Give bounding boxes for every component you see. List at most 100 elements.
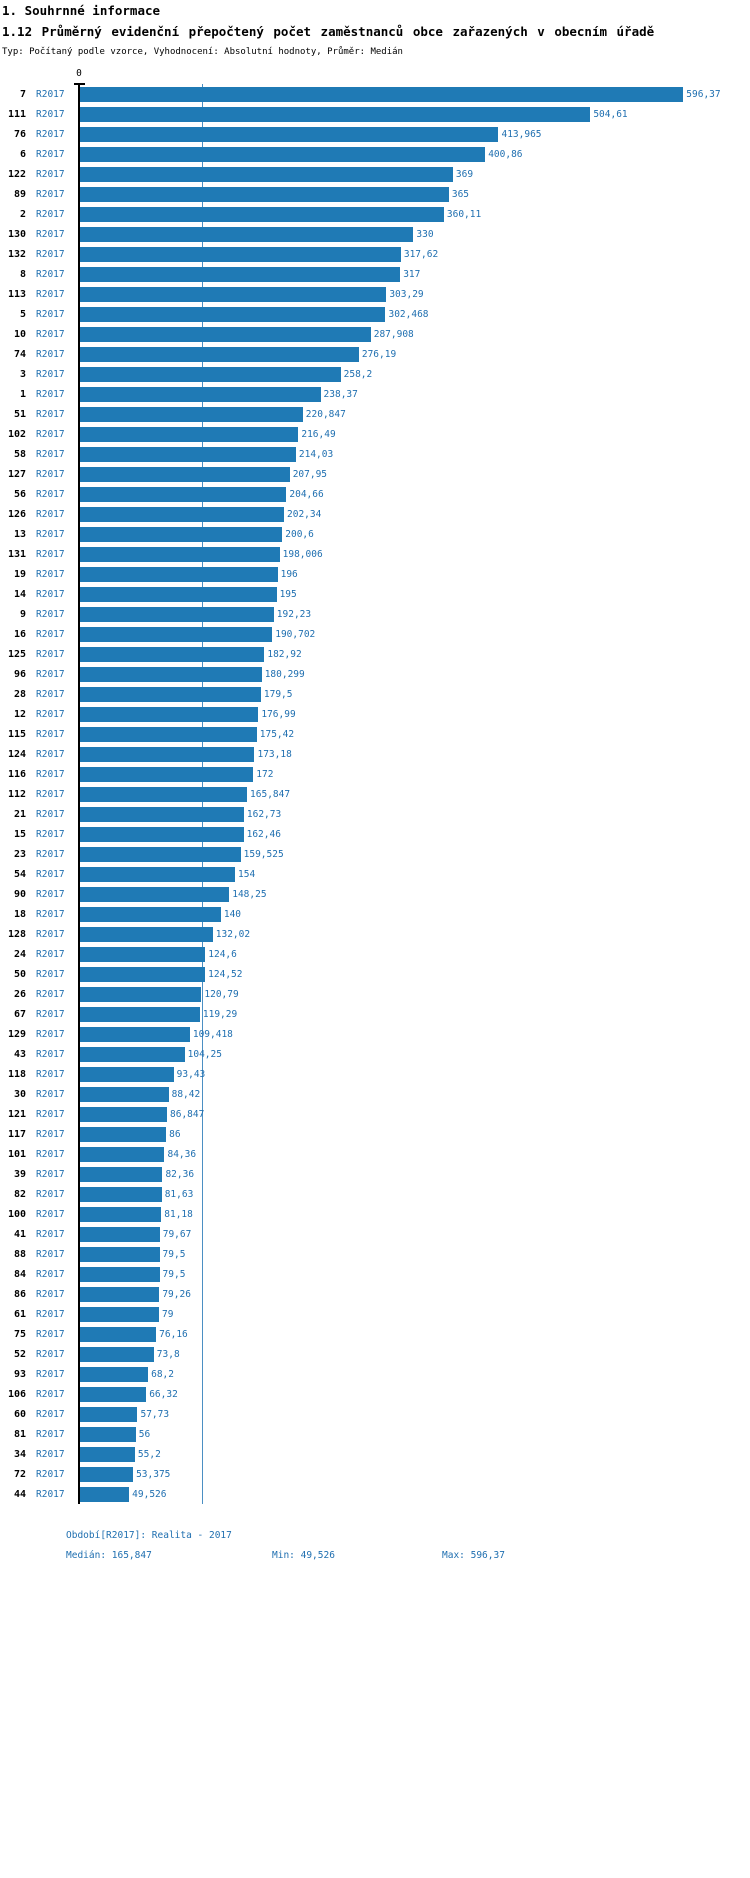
bar[interactable] xyxy=(79,1047,185,1062)
bar[interactable] xyxy=(79,227,414,242)
chart-row[interactable]: 7 R2017 596,37 xyxy=(0,84,750,104)
chart-row[interactable]: 131 R2017 198,006 xyxy=(0,544,750,564)
bar[interactable] xyxy=(79,307,386,322)
chart-row[interactable]: 121 R2017 86,847 xyxy=(0,1104,750,1124)
bar[interactable] xyxy=(79,1267,160,1282)
bar[interactable] xyxy=(79,367,341,382)
bar[interactable] xyxy=(79,647,265,662)
bar[interactable] xyxy=(79,527,283,542)
chart-row[interactable]: 96 R2017 180,299 xyxy=(0,664,750,684)
bar[interactable] xyxy=(79,127,499,142)
bar[interactable] xyxy=(79,1147,165,1162)
chart-row[interactable]: 8 R2017 317 xyxy=(0,264,750,284)
bar[interactable] xyxy=(79,1067,174,1082)
chart-row[interactable]: 132 R2017 317,62 xyxy=(0,244,750,264)
chart-row[interactable]: 51 R2017 220,847 xyxy=(0,404,750,424)
chart-row[interactable]: 115 R2017 175,42 xyxy=(0,724,750,744)
bar[interactable] xyxy=(79,247,401,262)
bar[interactable] xyxy=(79,107,591,122)
bar[interactable] xyxy=(79,1407,138,1422)
chart-row[interactable]: 43 R2017 104,25 xyxy=(0,1044,750,1064)
chart-row[interactable]: 12 R2017 176,99 xyxy=(0,704,750,724)
bar[interactable] xyxy=(79,867,236,882)
chart-row[interactable]: 58 R2017 214,03 xyxy=(0,444,750,464)
bar[interactable] xyxy=(79,1207,162,1222)
bar[interactable] xyxy=(79,1127,167,1142)
chart-row[interactable]: 112 R2017 165,847 xyxy=(0,784,750,804)
bar[interactable] xyxy=(79,1187,162,1202)
bar[interactable] xyxy=(79,807,244,822)
chart-row[interactable]: 81 R2017 56 xyxy=(0,1424,750,1444)
chart-row[interactable]: 102 R2017 216,49 xyxy=(0,424,750,444)
bar[interactable] xyxy=(79,1007,200,1022)
chart-row[interactable]: 3 R2017 258,2 xyxy=(0,364,750,384)
chart-row[interactable]: 82 R2017 81,63 xyxy=(0,1184,750,1204)
chart-row[interactable]: 86 R2017 79,26 xyxy=(0,1284,750,1304)
bar[interactable] xyxy=(79,287,387,302)
chart-row[interactable]: 5 R2017 302,468 xyxy=(0,304,750,324)
bar[interactable] xyxy=(79,1167,163,1182)
chart-row[interactable]: 74 R2017 276,19 xyxy=(0,344,750,364)
bar[interactable] xyxy=(79,827,244,842)
bar[interactable] xyxy=(79,1027,190,1042)
chart-row[interactable]: 34 R2017 55,2 xyxy=(0,1444,750,1464)
chart-row[interactable]: 111 R2017 504,61 xyxy=(0,104,750,124)
bar[interactable] xyxy=(79,467,290,482)
chart-row[interactable]: 89 R2017 365 xyxy=(0,184,750,204)
chart-row[interactable]: 30 R2017 88,42 xyxy=(0,1084,750,1104)
bar[interactable] xyxy=(79,927,213,942)
chart-row[interactable]: 54 R2017 154 xyxy=(0,864,750,884)
chart-row[interactable]: 127 R2017 207,95 xyxy=(0,464,750,484)
bar[interactable] xyxy=(79,1487,130,1502)
chart-row[interactable]: 118 R2017 93,43 xyxy=(0,1064,750,1084)
bar[interactable] xyxy=(79,267,401,282)
bar[interactable] xyxy=(79,507,285,522)
chart-row[interactable]: 28 R2017 179,5 xyxy=(0,684,750,704)
bar[interactable] xyxy=(79,667,262,682)
chart-row[interactable]: 90 R2017 148,25 xyxy=(0,884,750,904)
chart-row[interactable]: 44 R2017 49,526 xyxy=(0,1484,750,1504)
bar[interactable] xyxy=(79,407,303,422)
bar[interactable] xyxy=(79,1367,149,1382)
bar[interactable] xyxy=(79,327,371,342)
bar[interactable] xyxy=(79,387,321,402)
bar[interactable] xyxy=(79,1287,160,1302)
chart-row[interactable]: 106 R2017 66,32 xyxy=(0,1384,750,1404)
chart-row[interactable]: 129 R2017 109,418 xyxy=(0,1024,750,1044)
chart-row[interactable]: 52 R2017 73,8 xyxy=(0,1344,750,1364)
chart-row[interactable]: 6 R2017 400,86 xyxy=(0,144,750,164)
bar[interactable] xyxy=(79,987,202,1002)
bar[interactable] xyxy=(79,767,254,782)
chart-row[interactable]: 113 R2017 303,29 xyxy=(0,284,750,304)
bar[interactable] xyxy=(79,607,274,622)
bar[interactable] xyxy=(79,87,684,102)
chart-row[interactable]: 125 R2017 182,92 xyxy=(0,644,750,664)
chart-row[interactable]: 75 R2017 76,16 xyxy=(0,1324,750,1344)
bar[interactable] xyxy=(79,487,287,502)
chart-row[interactable]: 9 R2017 192,23 xyxy=(0,604,750,624)
chart-row[interactable]: 60 R2017 57,73 xyxy=(0,1404,750,1424)
chart-row[interactable]: 76 R2017 413,965 xyxy=(0,124,750,144)
chart-row[interactable]: 24 R2017 124,6 xyxy=(0,944,750,964)
bar[interactable] xyxy=(79,567,278,582)
chart-row[interactable]: 15 R2017 162,46 xyxy=(0,824,750,844)
chart-row[interactable]: 50 R2017 124,52 xyxy=(0,964,750,984)
bar[interactable] xyxy=(79,1447,135,1462)
bar[interactable] xyxy=(79,947,206,962)
chart-row[interactable]: 56 R2017 204,66 xyxy=(0,484,750,504)
bar[interactable] xyxy=(79,547,280,562)
chart-row[interactable]: 26 R2017 120,79 xyxy=(0,984,750,1004)
chart-row[interactable]: 126 R2017 202,34 xyxy=(0,504,750,524)
bar[interactable] xyxy=(79,707,259,722)
bar[interactable] xyxy=(79,1327,157,1342)
bar[interactable] xyxy=(79,787,248,802)
chart-row[interactable]: 93 R2017 68,2 xyxy=(0,1364,750,1384)
chart-row[interactable]: 39 R2017 82,36 xyxy=(0,1164,750,1184)
bar[interactable] xyxy=(79,747,255,762)
chart-row[interactable]: 23 R2017 159,525 xyxy=(0,844,750,864)
chart-row[interactable]: 88 R2017 79,5 xyxy=(0,1244,750,1264)
chart-row[interactable]: 41 R2017 79,67 xyxy=(0,1224,750,1244)
chart-row[interactable]: 84 R2017 79,5 xyxy=(0,1264,750,1284)
chart-row[interactable]: 21 R2017 162,73 xyxy=(0,804,750,824)
bar[interactable] xyxy=(79,167,453,182)
